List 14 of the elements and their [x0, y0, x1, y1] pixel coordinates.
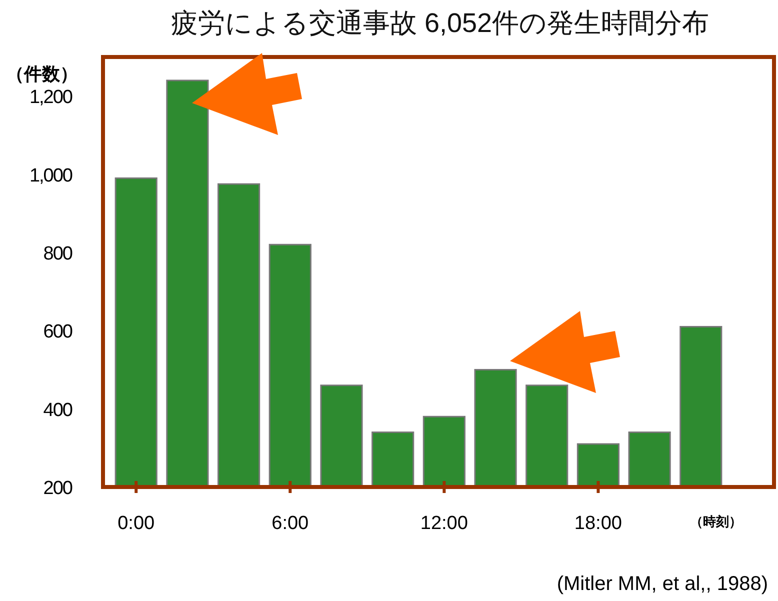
chart-title: 疲労による交通事故 6,052件の発生時間分布 — [170, 8, 710, 38]
y-tick-label: 400 — [43, 400, 72, 421]
text: (Mitler MM, et al,, 1988) — [556, 573, 768, 595]
y-tick-label: 600 — [43, 322, 72, 343]
x-axis-title: （時刻） — [690, 514, 742, 529]
x-tick-label: 6:00 — [272, 513, 309, 534]
x-tick-label: 12:00 — [420, 513, 468, 534]
y-tick-label: 1,200 — [29, 87, 72, 108]
y-tick-label: 800 — [43, 243, 72, 264]
y-tick-label: 200 — [43, 478, 72, 499]
y-tick-label: 1,000 — [29, 165, 72, 186]
x-tick-label: 0:00 — [118, 513, 155, 534]
y-axis-title: （件数） — [6, 64, 78, 84]
x-tick-label: 18:00 — [574, 513, 622, 534]
